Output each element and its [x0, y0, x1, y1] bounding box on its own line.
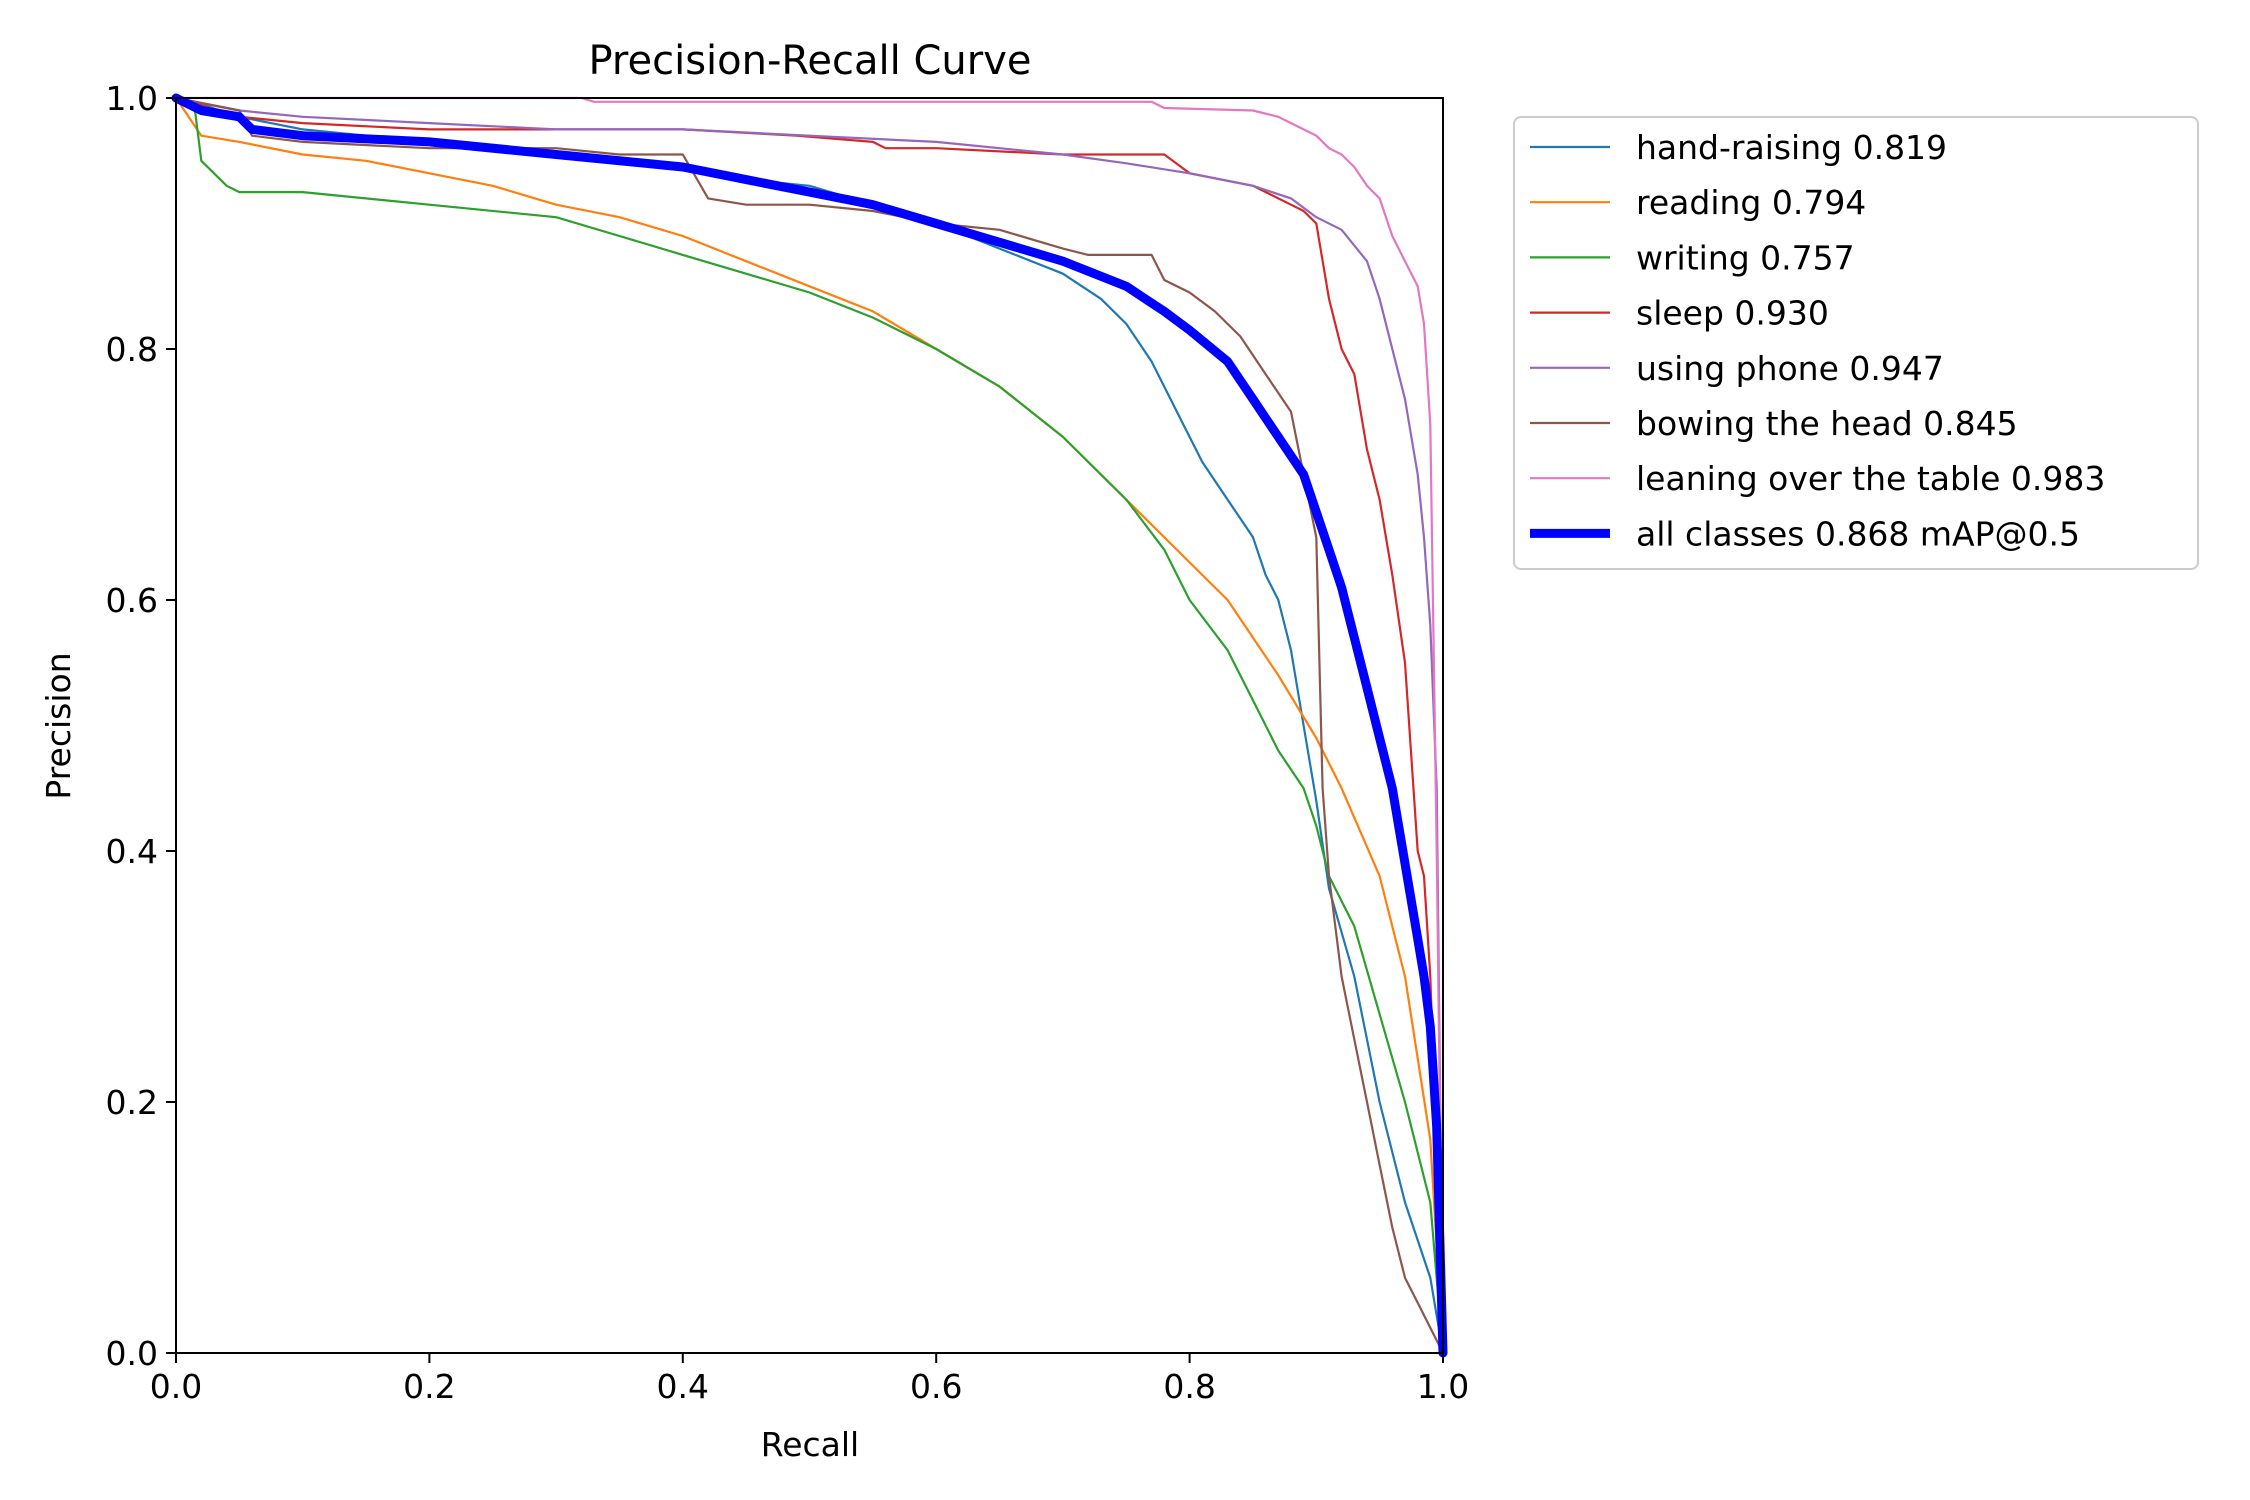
legend-label-4: using phone 0.947	[1636, 349, 1944, 388]
x-tick-label: 0.4	[657, 1367, 709, 1406]
y-tick-label: 0.8	[106, 330, 158, 369]
y-axis-label: Precision	[39, 652, 78, 799]
legend-label-0: hand-raising 0.819	[1636, 128, 1947, 167]
legend-label-2: writing 0.757	[1636, 238, 1855, 277]
legend-label-3: sleep 0.930	[1636, 294, 1829, 333]
x-tick-label: 1.0	[1417, 1367, 1469, 1406]
series-line-7	[171, 93, 1448, 1358]
x-axis: 0.0 0.2 0.4 0.6 0.8 1.0	[150, 1353, 1469, 1406]
y-axis: 0.0 0.2 0.4 0.6 0.8 1.0	[106, 79, 176, 1373]
series-line-4	[174, 96, 1445, 1355]
x-tick-label: 0.6	[910, 1367, 962, 1406]
series-layer	[171, 93, 1448, 1358]
y-tick-label: 0.4	[106, 832, 158, 871]
y-tick-label: 1.0	[106, 79, 158, 118]
plot-frame	[175, 97, 1444, 1354]
y-tick-label: 0.0	[106, 1334, 158, 1373]
x-tick-label: 0.8	[1163, 1367, 1215, 1406]
x-axis-label: Recall	[761, 1425, 859, 1464]
x-tick-label: 0.2	[403, 1367, 455, 1406]
series-line-2	[174, 96, 1445, 1355]
series-line-6	[174, 96, 1445, 1355]
series-line-5	[174, 96, 1445, 1355]
x-tick-label: 0.0	[150, 1367, 202, 1406]
legend-label-7: all classes 0.868 mAP@0.5	[1636, 514, 2080, 553]
legend-label-1: reading 0.794	[1636, 183, 1866, 222]
legend-label-5: bowing the head 0.845	[1636, 404, 2018, 443]
legend-frame	[1513, 116, 2199, 570]
y-tick-label: 0.6	[106, 581, 158, 620]
legend: hand-raising 0.819 reading 0.794 writing 0…	[1513, 116, 2199, 570]
y-tick-label: 0.2	[106, 1083, 158, 1122]
legend-label-6: leaning over the table 0.983	[1636, 459, 2105, 498]
chart-title: Precision-Recall Curve	[589, 38, 1032, 84]
legend-items: hand-raising 0.819 reading 0.794 writing 0…	[1530, 128, 2105, 553]
